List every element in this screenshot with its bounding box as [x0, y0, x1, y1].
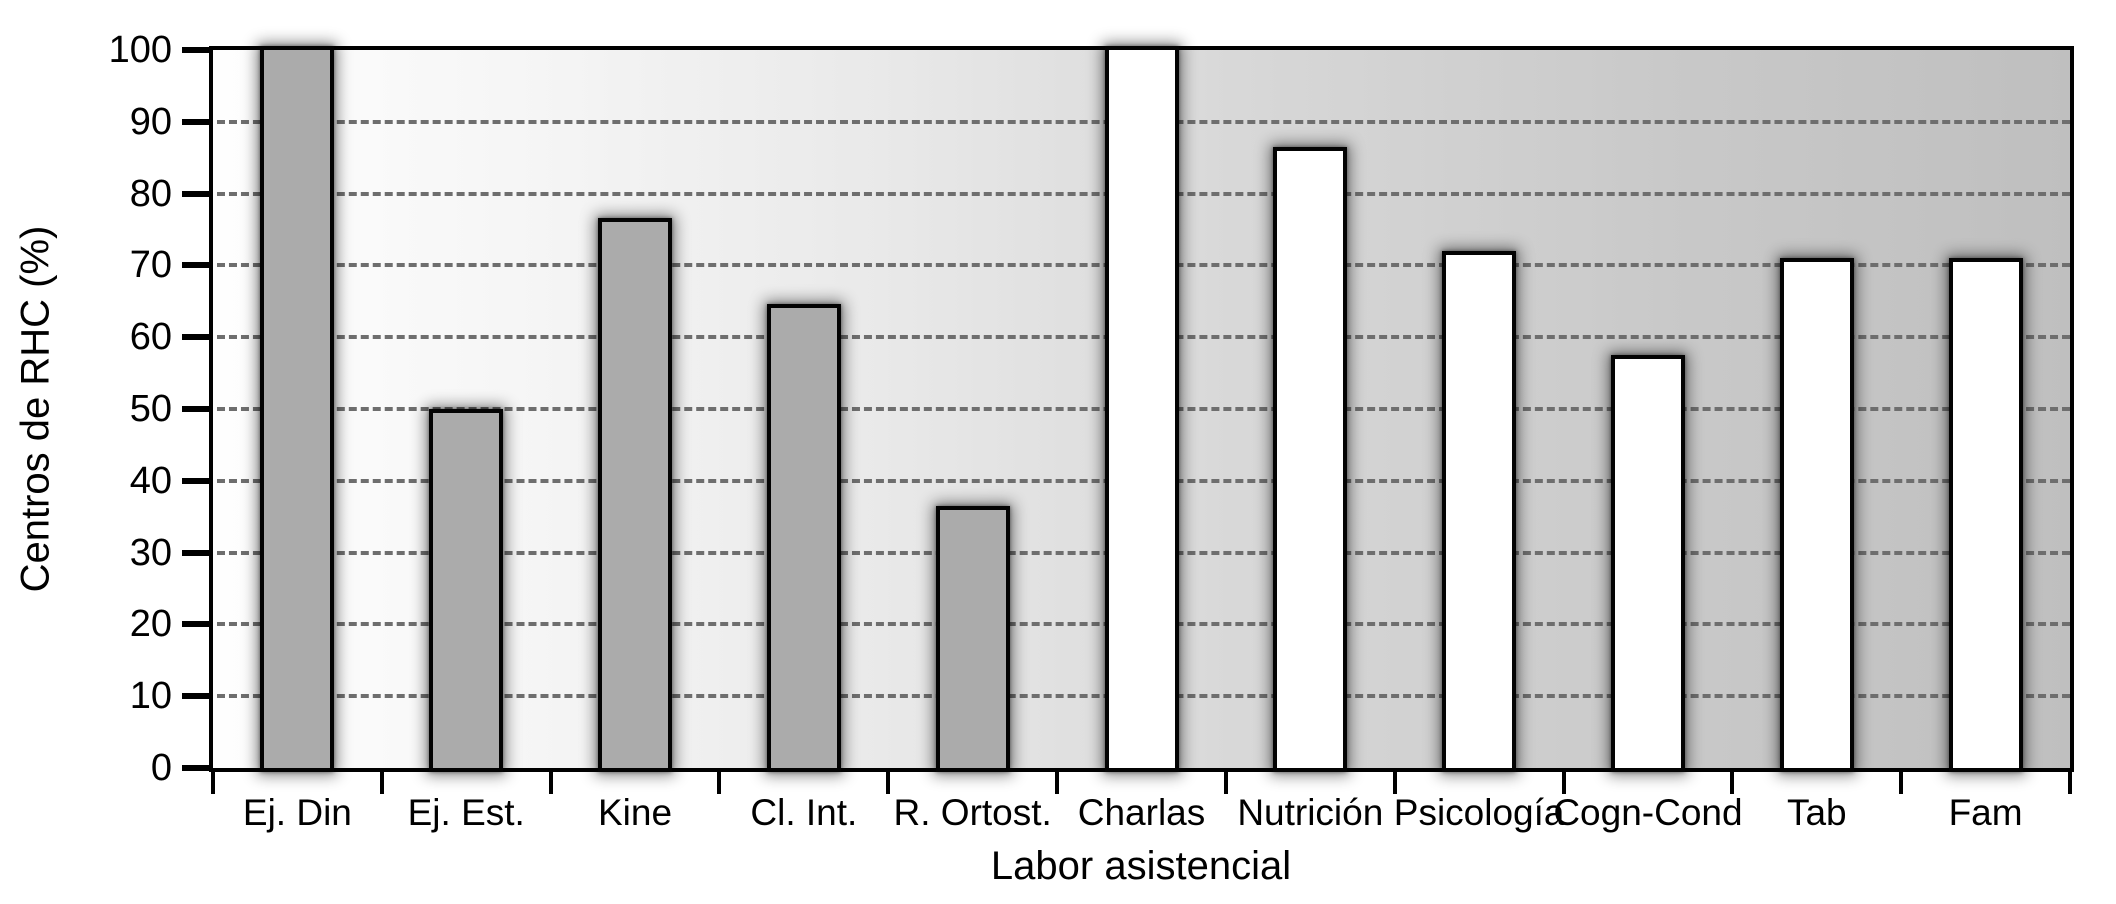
bar-ej-din [260, 46, 335, 772]
x-tick-mark-9 [1730, 772, 1735, 794]
y-tick-label-40: 40 [129, 459, 172, 502]
x-tick-mark-5 [1055, 772, 1060, 794]
y-tick-label-70: 70 [129, 244, 172, 287]
x-label-kine: Kine [598, 792, 673, 833]
bar-kine [598, 218, 673, 772]
y-tick-label-60: 60 [129, 316, 172, 359]
y-tick-mark-0 [182, 765, 209, 771]
y-tick-mark-40 [182, 477, 209, 484]
bar-cogn-cond [1610, 354, 1685, 772]
y-tick-mark-80 [182, 190, 209, 197]
x-tick-mark-0 [211, 772, 215, 794]
y-tick-mark-90 [182, 118, 209, 125]
x-tick-mark-7 [1392, 772, 1397, 794]
x-label-ej-est-: Ej. Est. [407, 792, 525, 833]
x-tick-mark-6 [1223, 772, 1228, 794]
bar-ej-est- [429, 408, 504, 772]
bar-r-ortost- [935, 505, 1010, 772]
y-tick-mark-30 [182, 549, 209, 556]
x-label-cl-int-: Cl. Int. [750, 792, 858, 833]
y-tick-label-10: 10 [129, 675, 172, 718]
x-label-charlas: Charlas [1077, 792, 1206, 833]
x-tick-mark-11 [2068, 772, 2072, 794]
y-tick-mark-10 [182, 693, 209, 700]
x-label-psicolog-a: Psicología [1393, 792, 1565, 833]
x-label-nutrici-n: Nutrición [1237, 792, 1384, 833]
bar-cl-int- [766, 304, 841, 772]
bar-fam [1948, 257, 2023, 772]
x-label-tab: Tab [1786, 792, 1847, 833]
y-tick-label-0: 0 [150, 747, 172, 789]
y-tick-mark-20 [182, 621, 209, 628]
y-tick-label-90: 90 [129, 100, 172, 143]
y-tick-mark-60 [182, 334, 209, 341]
x-label-r-ortost-: R. Ortost. [893, 792, 1052, 833]
bar-nutrici-n [1273, 146, 1348, 772]
bar-tab [1779, 257, 1854, 772]
x-label-cogn-cond: Cogn-Cond [1553, 792, 1743, 833]
x-tick-mark-3 [717, 772, 722, 794]
y-tick-mark-100 [182, 47, 209, 53]
bar-charlas [1104, 46, 1179, 772]
y-tick-label-80: 80 [129, 172, 172, 215]
y-tick-mark-50 [182, 406, 209, 412]
x-tick-mark-8 [1561, 772, 1566, 794]
x-label-fam: Fam [1948, 792, 2023, 833]
x-axis-title: Labor asistencial [990, 844, 1292, 888]
y-tick-label-100: 100 [108, 29, 172, 71]
y-tick-mark-70 [182, 262, 209, 269]
x-tick-mark-10 [1899, 772, 1904, 794]
y-tick-label-50: 50 [129, 388, 172, 430]
y-tick-label-20: 20 [129, 603, 172, 646]
plot-area [209, 46, 2074, 772]
x-tick-mark-1 [379, 772, 384, 794]
x-tick-mark-2 [548, 772, 553, 794]
y-tick-label-30: 30 [129, 531, 172, 574]
bar-psicolog-a [1442, 250, 1517, 772]
x-label-ej-din: Ej. Din [242, 792, 352, 833]
x-tick-mark-4 [886, 772, 891, 794]
